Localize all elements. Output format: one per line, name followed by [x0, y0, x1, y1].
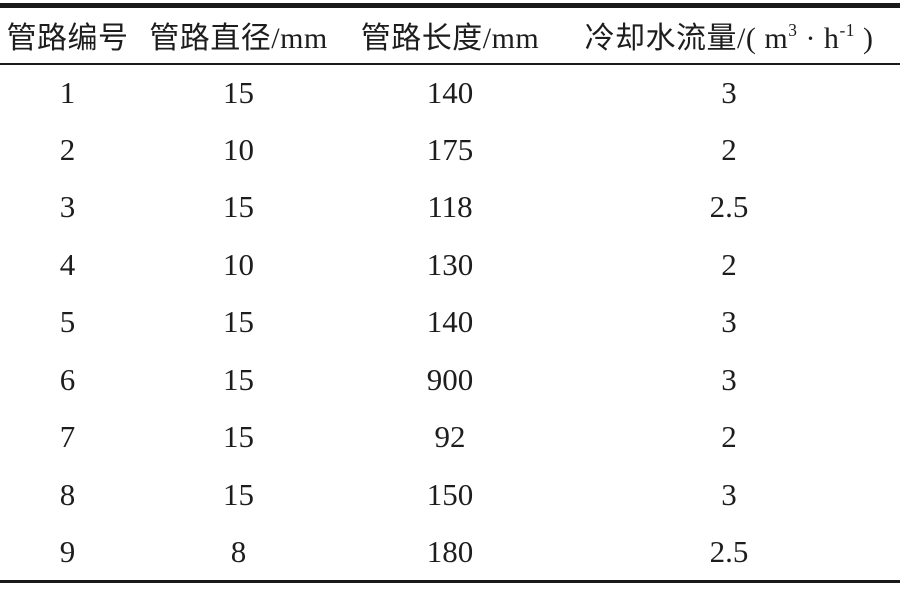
table-header: 管路编号 管路直径/mm 管路长度/mm 冷却水流量/( m3 · h-1 )	[0, 6, 900, 64]
table-row: 2 10 175 2	[0, 121, 900, 179]
cell-coolant-flow: 3	[721, 304, 737, 340]
cell-pipe-length: 150	[426, 476, 474, 512]
table-body: 1 15 140 3 2 10 175 2 3 15 118 2.5 4 10 …	[0, 64, 900, 582]
header-row: 管路编号 管路直径/mm 管路长度/mm 冷却水流量/( m3 · h-1 )	[0, 6, 900, 64]
cell-pipe-length: 130	[426, 246, 474, 282]
flow-unit-exponent-3: 3	[788, 20, 798, 41]
table-row: 6 15 900 3	[0, 351, 900, 409]
flow-unit-middle: · h	[797, 22, 840, 56]
table-row: 9 8 180 2.5	[0, 524, 900, 582]
cell-pipe-length: 900	[426, 361, 474, 397]
cell-pipe-diameter: 10	[223, 246, 254, 282]
cell-coolant-flow: 3	[721, 361, 737, 397]
cell-pipe-id: 1	[59, 74, 76, 110]
cell-pipe-length: 175	[426, 131, 474, 167]
cell-pipe-diameter: 15	[223, 304, 254, 340]
cell-pipe-id: 8	[59, 476, 76, 512]
cell-pipe-diameter: 15	[223, 361, 254, 397]
cell-pipe-id: 9	[59, 533, 76, 569]
cell-pipe-diameter: 15	[223, 189, 254, 225]
cell-pipe-id: 6	[59, 361, 76, 397]
cell-pipe-diameter: 15	[223, 74, 254, 110]
cell-pipe-diameter: 8	[230, 533, 247, 569]
cell-pipe-id: 5	[59, 304, 76, 340]
pipe-parameters-table: 管路编号 管路直径/mm 管路长度/mm 冷却水流量/( m3 · h-1 ) …	[0, 3, 900, 583]
cell-pipe-length: 92	[434, 419, 466, 455]
cell-pipe-length: 180	[426, 533, 474, 569]
cell-pipe-diameter: 15	[223, 419, 254, 455]
cell-coolant-flow: 3	[721, 74, 737, 110]
cell-coolant-flow: 2	[721, 131, 737, 167]
flow-unit-prefix: 冷却水流量/( m	[584, 22, 789, 56]
cell-pipe-id: 7	[59, 419, 76, 455]
cell-coolant-flow: 2.5	[709, 533, 749, 569]
col-header-pipe-id: 管路编号	[6, 22, 129, 56]
col-header-pipe-diameter: 管路直径/mm	[149, 22, 328, 56]
col-header-coolant-flow: 冷却水流量/( m3 · h-1 )	[558, 6, 900, 64]
table-row: 7 15 92 2	[0, 409, 900, 467]
flow-unit-suffix: )	[854, 22, 874, 56]
table-row: 8 15 150 3	[0, 466, 900, 524]
cell-pipe-diameter: 10	[223, 131, 254, 167]
cell-coolant-flow: 2	[721, 246, 737, 282]
cell-pipe-id: 2	[59, 131, 76, 167]
table-row: 5 15 140 3	[0, 294, 900, 352]
col-header-pipe-length: 管路长度/mm	[360, 22, 540, 56]
table-row: 4 10 130 2	[0, 236, 900, 294]
cell-pipe-diameter: 15	[223, 476, 254, 512]
cell-pipe-length: 118	[427, 189, 473, 225]
cell-pipe-length: 140	[426, 304, 474, 340]
cell-coolant-flow: 2	[721, 419, 737, 455]
cell-coolant-flow: 3	[721, 476, 737, 512]
table-row: 1 15 140 3	[0, 64, 900, 122]
flow-unit-exponent-minus1: -1	[839, 20, 855, 41]
cell-pipe-length: 140	[426, 74, 474, 110]
cell-pipe-id: 3	[59, 189, 76, 225]
cell-pipe-id: 4	[59, 246, 76, 282]
table-row: 3 15 118 2.5	[0, 179, 900, 237]
cell-coolant-flow: 2.5	[709, 189, 749, 225]
